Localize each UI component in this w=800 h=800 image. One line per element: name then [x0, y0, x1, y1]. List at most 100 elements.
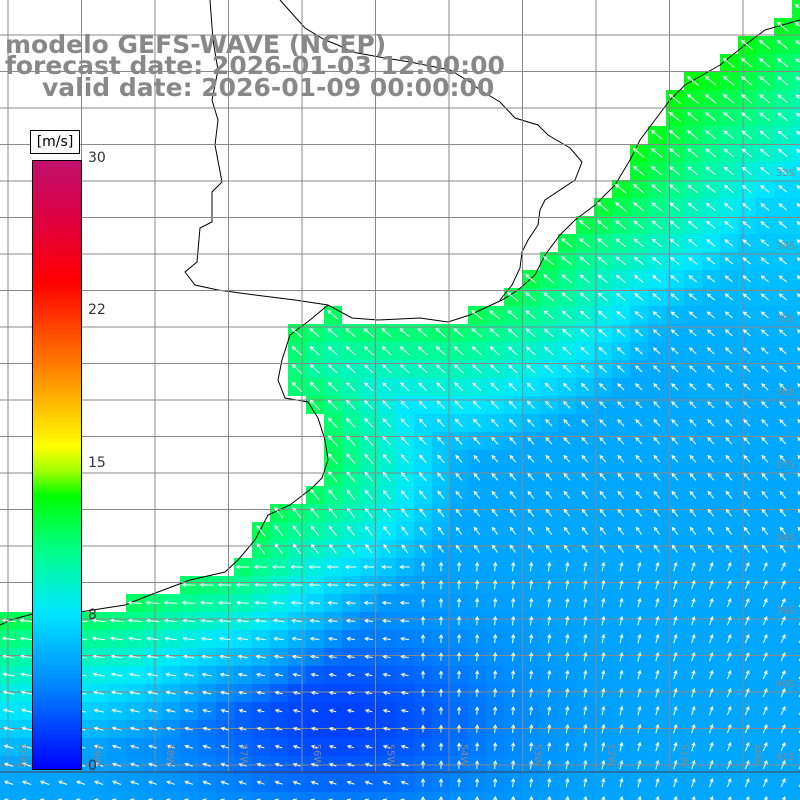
direction-arrow: [565, 669, 570, 680]
direction-arrow: [256, 726, 265, 731]
direction-arrow: [561, 238, 573, 248]
direction-arrow: [615, 274, 626, 283]
direction-arrow: [762, 777, 768, 788]
direction-arrow: [709, 615, 714, 626]
direction-arrow: [220, 726, 229, 731]
direction-arrow: [726, 615, 732, 626]
direction-arrow: [527, 454, 535, 463]
direction-arrow: [707, 544, 715, 553]
direction-arrow: [743, 419, 751, 427]
direction-arrow: [547, 723, 552, 734]
direction-arrow: [691, 633, 696, 644]
direction-arrow: [579, 256, 591, 266]
direction-arrow: [146, 636, 159, 641]
direction-arrow: [779, 526, 787, 535]
direction-arrow: [561, 274, 573, 284]
direction-arrow: [511, 633, 516, 644]
direction-arrow: [707, 508, 715, 517]
speed-cell: [594, 792, 612, 800]
direction-arrow: [601, 777, 606, 788]
direction-arrow: [795, 130, 800, 135]
direction-arrow: [744, 777, 750, 788]
direction-arrow: [418, 418, 427, 428]
direction-arrow: [565, 651, 570, 662]
direction-arrow: [777, 58, 789, 68]
direction-arrow: [744, 687, 750, 698]
direction-arrow: [780, 724, 786, 734]
speed-cell: [792, 738, 800, 756]
direction-arrow: [707, 454, 715, 463]
direction-arrow: [615, 256, 626, 266]
direction-arrow: [726, 597, 732, 608]
direction-arrow: [328, 489, 338, 501]
direction-arrow: [165, 708, 176, 713]
direction-arrow: [543, 328, 554, 338]
direction-arrow: [492, 706, 498, 715]
direction-arrow: [364, 780, 373, 785]
direction-arrow: [760, 239, 770, 247]
direction-arrow: [581, 544, 589, 553]
direction-arrow: [91, 618, 106, 623]
direction-arrow: [328, 744, 337, 749]
direction-arrow: [527, 490, 535, 499]
direction-arrow: [491, 472, 499, 481]
direction-arrow: [795, 112, 800, 117]
direction-arrow: [327, 328, 339, 338]
direction-arrow: [456, 742, 462, 751]
longitude-label: 51W: [679, 744, 690, 767]
direction-arrow: [310, 762, 319, 767]
direction-arrow: [691, 759, 696, 770]
direction-arrow: [723, 148, 734, 158]
direction-arrow: [762, 633, 768, 644]
direction-arrow: [310, 525, 320, 537]
direction-arrow: [292, 672, 301, 677]
direction-arrow: [199, 582, 214, 587]
direction-arrow: [691, 597, 696, 608]
direction-arrow: [547, 561, 552, 572]
direction-arrow: [309, 636, 320, 641]
direction-arrow: [691, 795, 696, 800]
direction-arrow: [619, 723, 624, 734]
direction-arrow: [492, 688, 498, 697]
direction-arrow: [493, 795, 498, 800]
direction-arrow: [671, 419, 679, 427]
direction-arrow: [491, 508, 499, 517]
direction-arrow: [20, 654, 34, 659]
direction-arrow: [795, 40, 800, 45]
speed-cell: [792, 594, 800, 612]
direction-arrow: [761, 490, 769, 499]
direction-arrow: [691, 705, 696, 716]
direction-arrow: [274, 780, 283, 785]
direction-arrow: [705, 148, 717, 158]
direction-arrow: [491, 490, 499, 499]
direction-arrow: [166, 726, 176, 731]
direction-arrow: [707, 401, 715, 409]
direction-arrow: [382, 418, 392, 428]
direction-arrow: [687, 220, 698, 230]
direction-arrow: [346, 708, 355, 713]
direction-arrow: [438, 760, 444, 769]
direction-arrow: [565, 597, 570, 608]
speed-cell: [324, 792, 342, 800]
latitude-labels: 33S 34S 35S 36S 37S 38S 39S 40S 41S: [776, 168, 795, 763]
speed-cell: [0, 792, 18, 800]
direction-arrow: [616, 292, 626, 301]
direction-arrow: [472, 364, 482, 374]
direction-arrow: [217, 582, 232, 587]
direction-arrow: [93, 780, 104, 785]
speed-cell: [108, 792, 126, 800]
direction-arrow: [363, 364, 374, 374]
direction-arrow: [400, 636, 409, 641]
direction-arrow: [762, 723, 768, 734]
direction-arrow: [635, 419, 643, 427]
direction-arrow: [744, 759, 750, 770]
direction-arrow: [130, 744, 140, 749]
direction-arrow: [201, 690, 212, 695]
direction-arrow: [492, 669, 498, 680]
direction-arrow: [345, 328, 357, 338]
speed-cell: [792, 432, 800, 450]
direction-arrow: [691, 777, 696, 788]
direction-arrow: [508, 382, 518, 392]
direction-arrow: [492, 724, 498, 733]
direction-arrow: [527, 544, 535, 553]
